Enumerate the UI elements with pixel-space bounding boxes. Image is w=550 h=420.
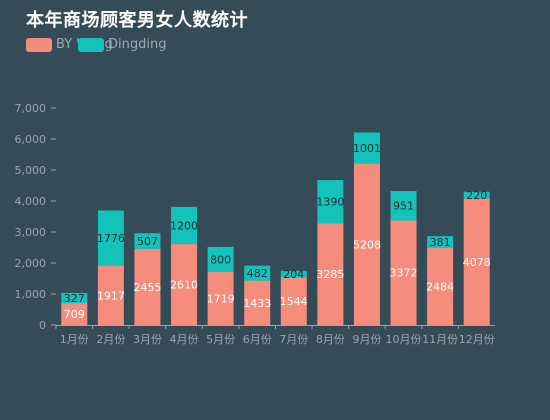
bar-by-wang	[207, 271, 234, 325]
data-label-by-wang: 1433	[243, 297, 271, 310]
data-label-by-wang: 2610	[170, 279, 198, 292]
bar-dingding	[390, 190, 417, 221]
data-label-by-wang: 5208	[353, 238, 381, 251]
data-label-dingding: 1390	[316, 196, 344, 209]
bar-by-wang	[61, 303, 88, 325]
bar-by-wang	[134, 248, 161, 325]
bar-dingding	[427, 236, 454, 248]
y-tick-label: 2,000	[15, 257, 47, 270]
bar-by-wang	[390, 220, 417, 325]
y-tick-label: 3,000	[15, 226, 47, 239]
data-label-dingding: 1001	[353, 142, 381, 155]
y-tick-label: 7,000	[15, 102, 47, 115]
data-label-dingding: 381	[430, 236, 451, 249]
data-label-dingding: 327	[64, 292, 85, 305]
bar-by-wang	[317, 223, 344, 325]
data-label-by-wang: 1719	[207, 292, 235, 305]
y-tick-label: 4,000	[15, 195, 47, 208]
data-label-by-wang: 709	[64, 308, 85, 321]
data-label-dingding: 507	[137, 235, 158, 248]
bar-by-wang	[97, 265, 124, 325]
data-label-by-wang: 3285	[316, 268, 344, 281]
x-tick-label: 4月份	[170, 333, 199, 346]
bar-by-wang	[427, 247, 454, 325]
bar-dingding	[97, 210, 124, 266]
y-tick-label: 6,000	[15, 133, 47, 146]
bar-dingding	[244, 265, 271, 281]
x-tick-label: 8月份	[316, 333, 345, 346]
chart-title: 本年商场顾客男女人数统计	[26, 10, 248, 31]
bar-by-wang	[353, 163, 380, 325]
y-tick-label: 0	[39, 319, 46, 332]
bar-dingding	[280, 270, 307, 278]
data-label-dingding: 800	[210, 253, 231, 266]
data-label-dingding: 1776	[97, 232, 125, 245]
data-label-dingding: 1200	[170, 219, 198, 232]
y-tick-label: 1,000	[15, 288, 47, 301]
legend-label-dingding: Dingding	[108, 37, 167, 52]
legend-swatch-by-wang	[26, 38, 52, 52]
bar-dingding	[463, 191, 490, 199]
x-tick-label: 2月份	[96, 333, 125, 346]
y-tick-label: 5,000	[15, 164, 47, 177]
data-label-by-wang: 1917	[97, 289, 125, 302]
bar-by-wang	[463, 198, 490, 325]
bar-dingding	[207, 246, 234, 272]
bar-dingding	[317, 180, 344, 224]
bar-dingding	[134, 233, 161, 249]
x-tick-label: 3月份	[133, 333, 162, 346]
data-label-dingding: 951	[393, 200, 414, 213]
data-label-by-wang: 1544	[280, 295, 308, 308]
x-tick-label: 6月份	[243, 333, 272, 346]
data-label-by-wang: 4078	[463, 256, 491, 269]
bar-by-wang	[244, 280, 271, 325]
data-label-dingding: 482	[247, 267, 268, 280]
x-tick-label: 11月份	[422, 333, 458, 346]
bar-dingding	[353, 132, 380, 164]
x-tick-label: 1月份	[60, 333, 89, 346]
x-tick-label: 9月份	[352, 333, 381, 346]
x-tick-label: 7月份	[279, 333, 308, 346]
bar-by-wang	[280, 277, 307, 325]
bar-dingding	[171, 206, 198, 245]
x-tick-label: 5月份	[206, 333, 235, 346]
data-label-by-wang: 3372	[390, 267, 418, 280]
data-label-by-wang: 2455	[133, 281, 161, 294]
x-tick-label: 12月份	[459, 333, 495, 346]
legend-swatch-dingding	[78, 38, 104, 52]
data-label-dingding: 204	[283, 268, 304, 281]
x-tick-label: 10月份	[386, 333, 422, 346]
data-label-dingding: 220	[466, 189, 487, 202]
data-label-by-wang: 2484	[426, 280, 454, 293]
bar-dingding	[61, 292, 88, 304]
bar-by-wang	[171, 244, 198, 325]
